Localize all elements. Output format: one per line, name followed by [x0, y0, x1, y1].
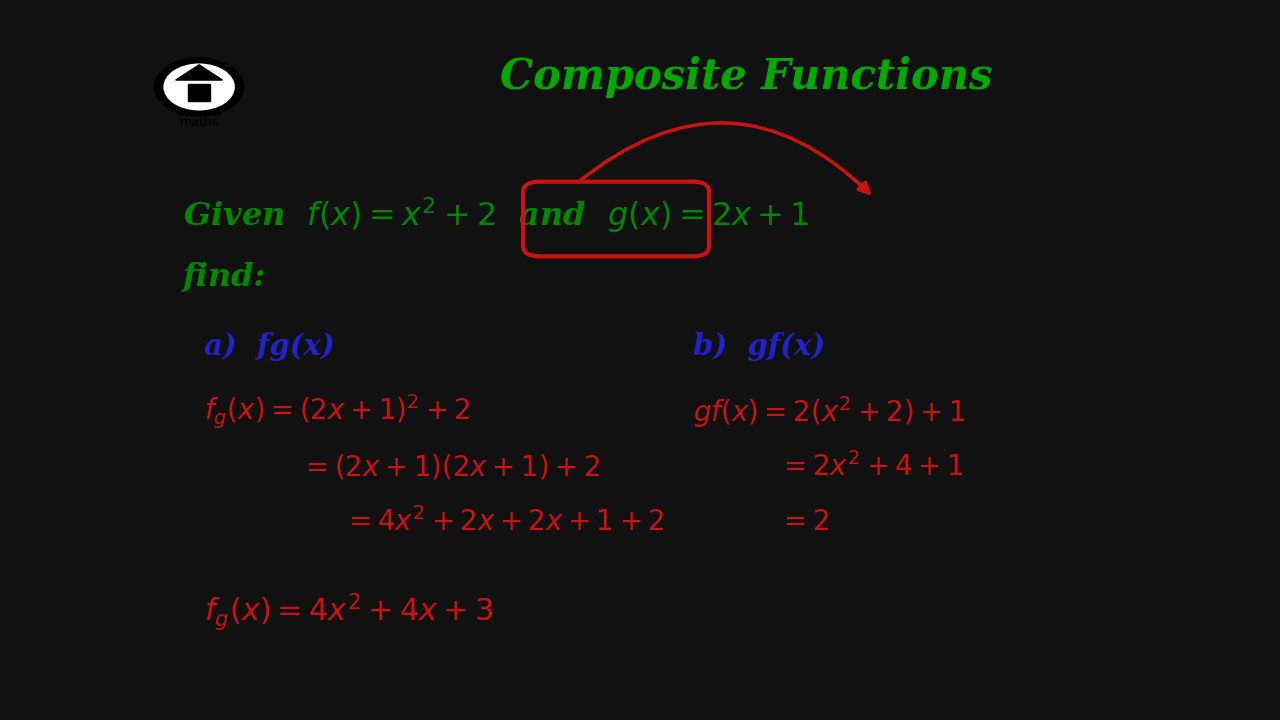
Text: $= 2$: $= 2$: [778, 509, 829, 536]
Text: $= (2x+1)(2x+1) + 2$: $= (2x+1)(2x+1) + 2$: [300, 453, 600, 482]
Circle shape: [155, 58, 243, 116]
Text: $f_g(x) = (2x+1)^2 + 2$: $f_g(x) = (2x+1)^2 + 2$: [205, 392, 471, 431]
Bar: [188, 84, 210, 101]
Text: maths: maths: [179, 117, 219, 130]
Text: $f_g(x) = 4x^2 + 4x + 3$: $f_g(x) = 4x^2 + 4x + 3$: [205, 592, 494, 633]
Text: $= 4x^2 + 2x + 2x + 1 + 2$: $= 4x^2 + 2x + 2x + 1 + 2$: [343, 508, 664, 537]
Text: $= 2x^2 + 4 + 1$: $= 2x^2 + 4 + 1$: [778, 452, 964, 482]
Text: find:: find:: [183, 261, 266, 292]
Text: Given  $f(x) = x^2 + 2$  and  $g(x) = 2x + 1$: Given $f(x) = x^2 + 2$ and $g(x) = 2x + …: [183, 195, 809, 235]
Text: b)  gf(x): b) gf(x): [694, 332, 826, 361]
Text: Example 2: Example 2: [193, 136, 315, 156]
Text: $gf(x) = 2(x^2+2) + 1$: $gf(x) = 2(x^2+2) + 1$: [694, 394, 965, 430]
Text: a)  fg(x): a) fg(x): [205, 332, 335, 361]
Polygon shape: [175, 65, 223, 80]
Circle shape: [164, 64, 234, 109]
Text: Corbett: Corbett: [175, 106, 223, 119]
Text: Composite Functions: Composite Functions: [500, 55, 992, 98]
